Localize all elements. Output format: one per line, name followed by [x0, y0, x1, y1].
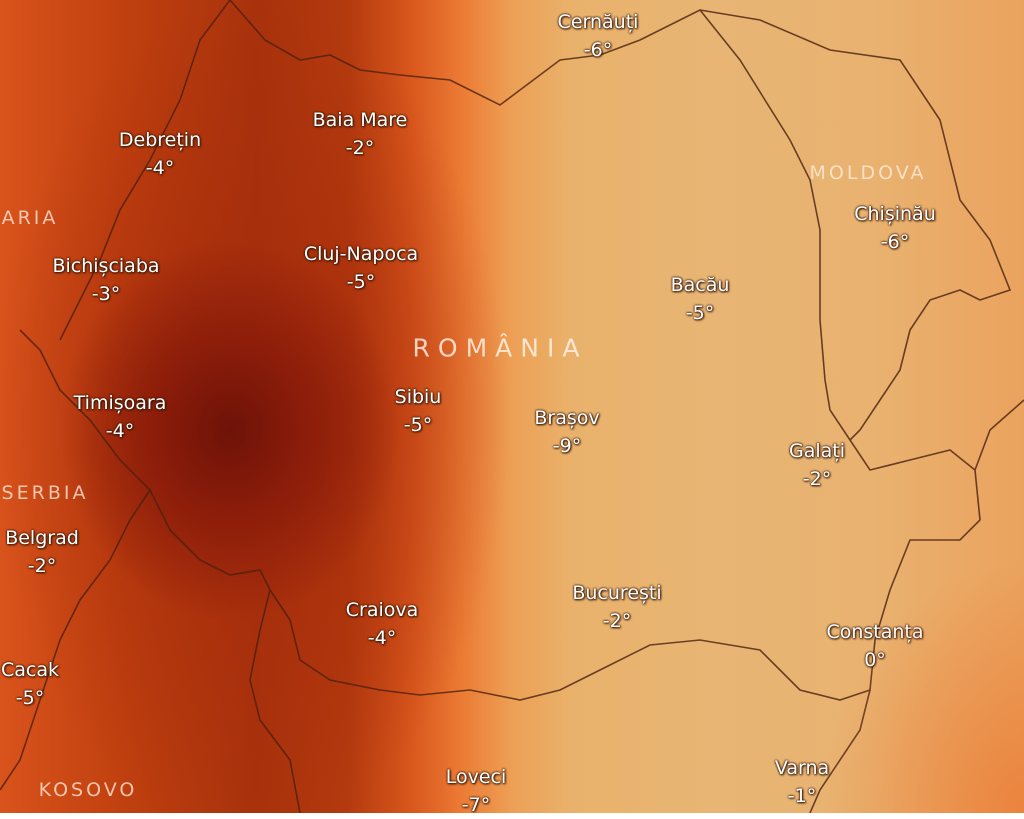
city-name: Cacak: [0, 659, 60, 681]
city-label[interactable]: Bichișciaba -3°: [52, 252, 159, 308]
city-temperature: -5°: [15, 687, 45, 709]
city-temperature: -7°: [461, 794, 491, 816]
city-label[interactable]: București -2°: [572, 579, 661, 635]
city-name: Constanța: [826, 621, 924, 643]
city-name: Brașov: [534, 407, 600, 429]
city-name: Bacău: [670, 274, 730, 296]
city-label[interactable]: Bacău -5°: [671, 271, 730, 327]
city-name: Galați: [788, 440, 846, 462]
city-name: Loveci: [445, 766, 507, 788]
city-name: Chișinău: [854, 203, 936, 225]
romania-border: [19, 0, 981, 701]
city-name: Bichișciaba: [52, 255, 160, 277]
city-temperature: -2°: [602, 610, 632, 632]
city-label[interactable]: Baia Mare -2°: [313, 106, 408, 162]
city-name: Baia Mare: [312, 109, 408, 131]
city-label[interactable]: Cluj-Napoca -5°: [304, 240, 418, 296]
city-name: Varna: [774, 757, 830, 779]
city-temperature: -4°: [367, 627, 397, 649]
city-temperature: -3°: [91, 283, 121, 305]
city-temperature: 0°: [864, 649, 886, 671]
city-label[interactable]: Brașov -9°: [534, 404, 599, 460]
city-temperature: -6°: [880, 231, 910, 253]
city-label[interactable]: Belgrad -2°: [5, 524, 79, 580]
city-name: Cernăuți: [557, 11, 639, 33]
city-label[interactable]: Galați -2°: [789, 437, 845, 493]
country-label: MOLDOVA: [809, 162, 927, 184]
city-label[interactable]: Cacak -5°: [1, 656, 59, 712]
city-temperature: -6°: [583, 39, 613, 61]
city-temperature: -5°: [346, 271, 376, 293]
city-temperature: -2°: [802, 468, 832, 490]
city-name: Belgrad: [5, 527, 79, 549]
city-temperature: -5°: [685, 302, 715, 324]
city-label[interactable]: Varna -1°: [775, 754, 829, 810]
city-name: București: [572, 582, 662, 604]
city-label[interactable]: Sibiu -5°: [395, 383, 442, 439]
city-name: Cluj-Napoca: [303, 243, 419, 265]
hungary-border: [59, 0, 231, 341]
city-label[interactable]: Craiova -4°: [346, 596, 419, 652]
city-label[interactable]: Chișinău -6°: [854, 200, 936, 256]
city-name: Timișoara: [73, 392, 167, 414]
bulgaria-border: [249, 589, 301, 813]
city-temperature: -2°: [345, 137, 375, 159]
city-label[interactable]: Timișoara -4°: [74, 389, 167, 445]
country-label: ARIA: [1, 207, 59, 229]
city-name: Sibiu: [394, 386, 442, 408]
country-label: ROMÂNIA: [412, 333, 588, 363]
city-label[interactable]: Constanța 0°: [826, 618, 923, 674]
city-temperature: -2°: [27, 555, 57, 577]
city-temperature: -5°: [403, 414, 433, 436]
city-temperature: -4°: [145, 157, 175, 179]
city-temperature: -9°: [552, 435, 582, 457]
country-label: KOSOVO: [38, 779, 138, 801]
city-label[interactable]: Loveci -7°: [446, 763, 507, 819]
city-temperature: -1°: [787, 785, 817, 807]
city-label[interactable]: Debrețin -4°: [119, 126, 201, 182]
city-label[interactable]: Cernăuți -6°: [558, 8, 639, 64]
serbia-border: [0, 489, 151, 791]
moldova-border: [699, 9, 1012, 441]
country-label: SERBIA: [1, 482, 89, 504]
city-temperature: -4°: [105, 420, 135, 442]
city-name: Craiova: [345, 599, 419, 621]
city-name: Debrețin: [118, 129, 202, 151]
